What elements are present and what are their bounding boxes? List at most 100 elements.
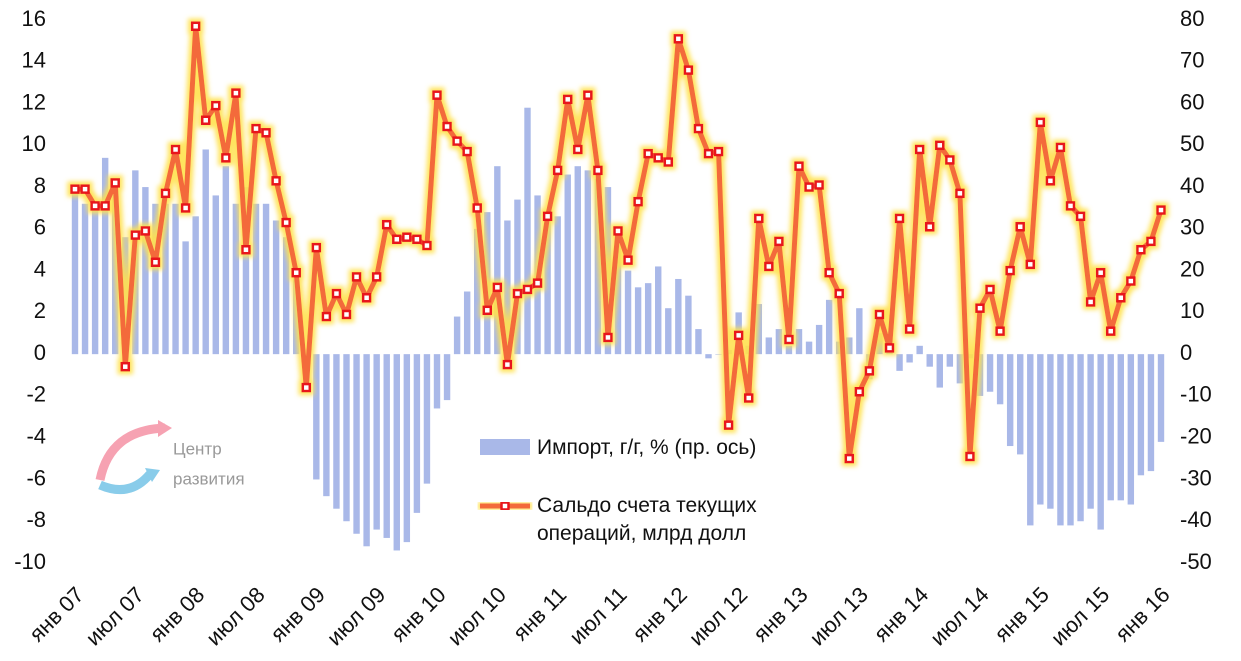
- bar: [1127, 354, 1135, 505]
- marker: [472, 203, 482, 213]
- bar: [81, 203, 89, 355]
- marker: [874, 309, 885, 320]
- marker: [623, 255, 633, 265]
- marker: [321, 311, 332, 322]
- bar: [494, 166, 501, 355]
- marker: [804, 182, 814, 192]
- marker: [442, 121, 452, 132]
- bar: [1047, 354, 1054, 509]
- y-tick-label: -6: [26, 465, 46, 490]
- y-tick-label: 14: [22, 48, 46, 73]
- y2-tick-label: -40: [1180, 507, 1212, 532]
- bar: [1087, 354, 1094, 509]
- bar: [856, 308, 863, 355]
- y2-tick-label: -10: [1180, 382, 1212, 407]
- bar: [484, 212, 491, 355]
- marker: [221, 153, 231, 163]
- bar: [785, 345, 793, 355]
- bar: [453, 316, 461, 355]
- x-tick-label: июл 13: [805, 582, 873, 650]
- bar: [1077, 354, 1084, 522]
- marker: [160, 188, 171, 199]
- legend-label: Импорт, г/г, % (пр. ось): [537, 436, 757, 459]
- x-tick-label: янв 07: [24, 582, 89, 647]
- marker: [945, 155, 955, 165]
- x-tick-label: июл 09: [322, 582, 390, 650]
- marker: [1095, 267, 1106, 278]
- marker: [784, 334, 794, 345]
- logo-text: Центр: [173, 439, 222, 458]
- marker: [1146, 236, 1156, 247]
- marker: [864, 366, 875, 376]
- bar: [896, 354, 903, 371]
- y-tick-label: 16: [22, 6, 46, 31]
- marker: [271, 176, 281, 186]
- marker: [884, 343, 895, 353]
- marker: [281, 217, 291, 228]
- marker: [462, 146, 472, 157]
- marker: [170, 144, 181, 155]
- bar: [212, 195, 219, 355]
- bar: [393, 354, 400, 551]
- y-tick-label: 0: [34, 340, 46, 365]
- logo-text: развития: [173, 469, 245, 488]
- marker: [80, 184, 90, 194]
- bar: [1147, 354, 1155, 472]
- marker: [562, 94, 573, 105]
- marker: [653, 153, 663, 163]
- bar: [172, 203, 179, 355]
- bar: [504, 220, 511, 355]
- bar: [655, 266, 662, 355]
- marker: [1005, 265, 1015, 276]
- bar: [1027, 354, 1034, 526]
- bar: [805, 341, 813, 355]
- y2-tick-label: -20: [1180, 424, 1212, 449]
- marker: [904, 324, 915, 334]
- y2-tick-label: 0: [1180, 340, 1192, 365]
- bar: [443, 354, 451, 401]
- bar: [1037, 354, 1044, 505]
- marker: [231, 88, 241, 98]
- bar: [282, 237, 290, 355]
- bar: [71, 187, 79, 355]
- x-tick-label: июл 14: [925, 582, 993, 650]
- bar: [474, 228, 481, 355]
- y2-tick-label: 80: [1180, 6, 1204, 31]
- x-tick-label: янв 13: [748, 582, 813, 647]
- marker: [251, 123, 261, 134]
- marker: [573, 144, 583, 155]
- marker: [1075, 211, 1086, 222]
- bar: [755, 304, 762, 355]
- bar: [1017, 354, 1024, 455]
- bar: [675, 278, 682, 355]
- bar: [232, 203, 240, 355]
- legend-marker: [500, 501, 510, 511]
- marker: [331, 288, 342, 299]
- legend-swatch: [480, 501, 530, 511]
- bar: [333, 354, 340, 509]
- marker: [190, 21, 201, 32]
- y2-tick-label: 40: [1180, 173, 1204, 198]
- y-tick-label: -8: [26, 507, 46, 532]
- bar: [373, 354, 380, 530]
- bar: [996, 354, 1004, 405]
- marker: [361, 293, 372, 303]
- bar: [383, 354, 390, 538]
- bar: [926, 354, 933, 367]
- x-tick-label: июл 15: [1046, 582, 1114, 650]
- marker: [743, 393, 754, 403]
- bar: [825, 299, 833, 355]
- marker: [924, 222, 935, 232]
- bar: [122, 237, 129, 355]
- x-tick-label: июл 12: [684, 582, 752, 650]
- marker: [1085, 297, 1096, 307]
- y2-tick-label: 50: [1180, 131, 1204, 156]
- marker: [90, 201, 100, 211]
- bar: [323, 354, 330, 497]
- marker: [422, 240, 432, 251]
- marker: [140, 226, 151, 236]
- marker: [965, 451, 975, 462]
- bar: [313, 354, 320, 480]
- marker: [663, 157, 674, 167]
- marker: [703, 148, 714, 159]
